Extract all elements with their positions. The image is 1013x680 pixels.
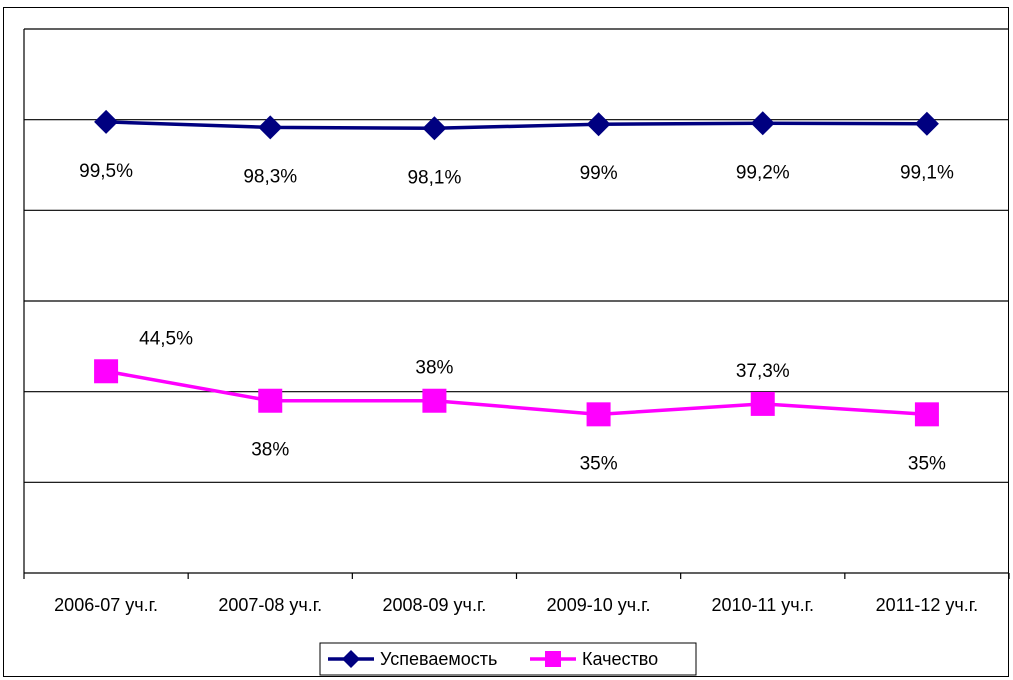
data-label: 38% [415,358,453,379]
data-point-diamond [422,116,447,141]
data-point-square [750,391,775,416]
x-tick-label: 2010-11 уч.г. [712,595,814,615]
legend-marker-diamond [342,650,360,668]
data-label: 38% [251,440,289,461]
data-point-square [258,388,283,413]
legend-marker-square [545,651,561,667]
data-point-diamond [750,111,775,136]
data-point-square [586,402,611,427]
data-point-square [94,359,119,384]
data-point-diamond [914,111,939,136]
legend-label: Качество [582,649,658,669]
data-point-diamond [586,112,611,137]
data-point-square [422,388,447,413]
data-label: 37,3% [736,361,790,382]
data-label: 99% [580,163,618,184]
data-label: 99,1% [900,163,954,184]
data-point-diamond [94,109,119,134]
x-tick-label: 2011-12 уч.г. [876,595,978,615]
series-line-1 [105,369,928,417]
data-label: 98,3% [243,166,297,187]
chart-area [3,7,1009,677]
data-label: 44,5% [139,328,193,349]
x-tick-label: 2008-09 уч.г. [383,595,487,615]
legend-label: Успеваемость [380,649,497,669]
legend-box [319,642,697,676]
data-label: 99,5% [79,161,133,182]
data-label: 35% [908,453,946,474]
data-label: 98,1% [407,167,461,188]
data-point-diamond [258,115,283,140]
x-tick-label: 2006-07 уч.г. [54,595,158,615]
data-point-square [914,402,939,427]
x-tick-label: 2007-08 уч.г. [218,595,322,615]
x-tick-label: 2009-10 уч.г. [547,595,651,615]
data-label: 35% [580,453,618,474]
data-label: 99,2% [736,162,790,183]
series-line-0 [106,120,927,131]
